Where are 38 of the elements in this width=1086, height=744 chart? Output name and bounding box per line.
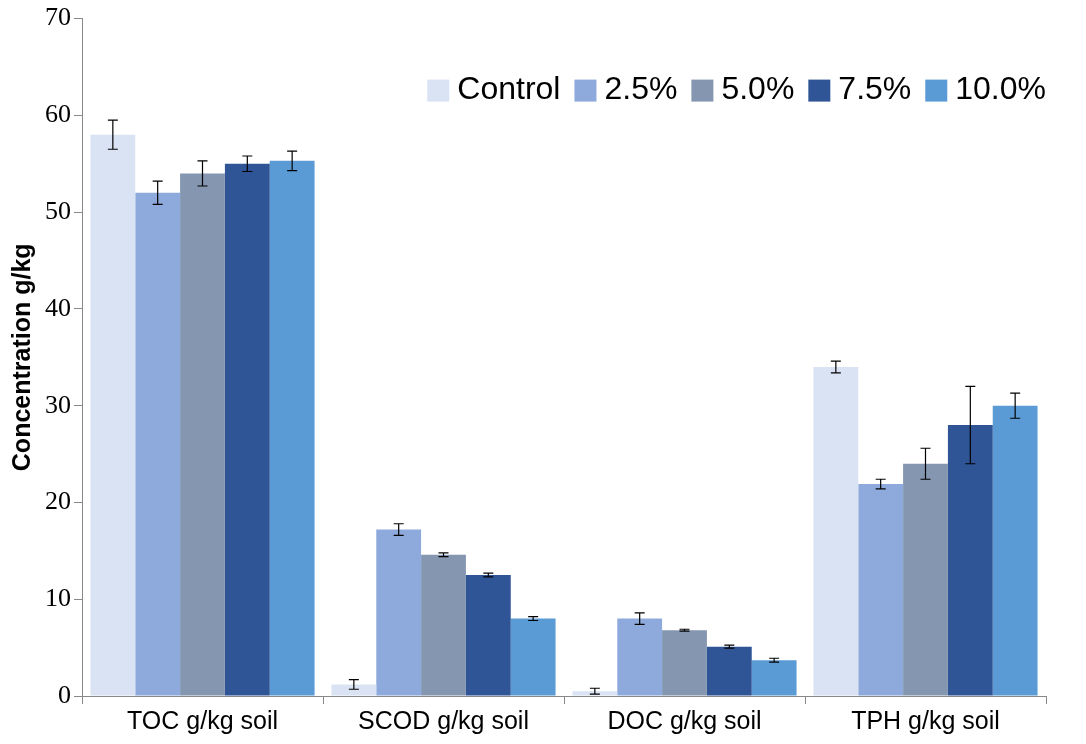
- bar: [224, 163, 270, 696]
- legend-label: 2.5%: [604, 70, 678, 107]
- legend-label: 5.0%: [721, 70, 795, 107]
- legend-label: 7.5%: [838, 70, 912, 107]
- bar: [751, 660, 797, 696]
- bar: [858, 484, 904, 696]
- y-tick-label: 40: [45, 292, 71, 322]
- y-tick-label: 20: [45, 486, 71, 516]
- bar: [135, 192, 181, 696]
- bar: [903, 463, 948, 696]
- bar: [269, 160, 315, 696]
- bar: [90, 134, 136, 696]
- bar: [947, 425, 993, 696]
- bar: [813, 366, 859, 696]
- y-tick-label: 60: [45, 99, 71, 129]
- x-tick-label: SCOD g/kg soil: [358, 705, 529, 734]
- bar: [662, 630, 707, 696]
- y-tick-label: 50: [45, 195, 71, 225]
- y-tick-label: 70: [45, 2, 71, 32]
- y-tick-label: 0: [58, 679, 71, 709]
- y-tick-label: 30: [45, 389, 71, 419]
- x-tick-label: DOC g/kg soil: [607, 705, 762, 734]
- bar: [706, 646, 752, 696]
- bar: [421, 554, 466, 696]
- x-tick-label: TPH g/kg soil: [851, 705, 1000, 734]
- y-axis-title: Concentration g/kg: [6, 243, 35, 472]
- bar: [180, 173, 225, 696]
- y-tick-label: 10: [45, 583, 71, 613]
- bar: [992, 405, 1038, 696]
- bar: [376, 529, 422, 696]
- bar: [617, 618, 663, 696]
- bar: [465, 575, 511, 696]
- bar: [331, 684, 377, 696]
- bar: [572, 691, 618, 696]
- bar: [510, 618, 556, 696]
- legend-label: Control: [457, 70, 561, 107]
- x-tick-label: TOC g/kg soil: [127, 705, 278, 734]
- legend-label: 10.0%: [955, 70, 1046, 107]
